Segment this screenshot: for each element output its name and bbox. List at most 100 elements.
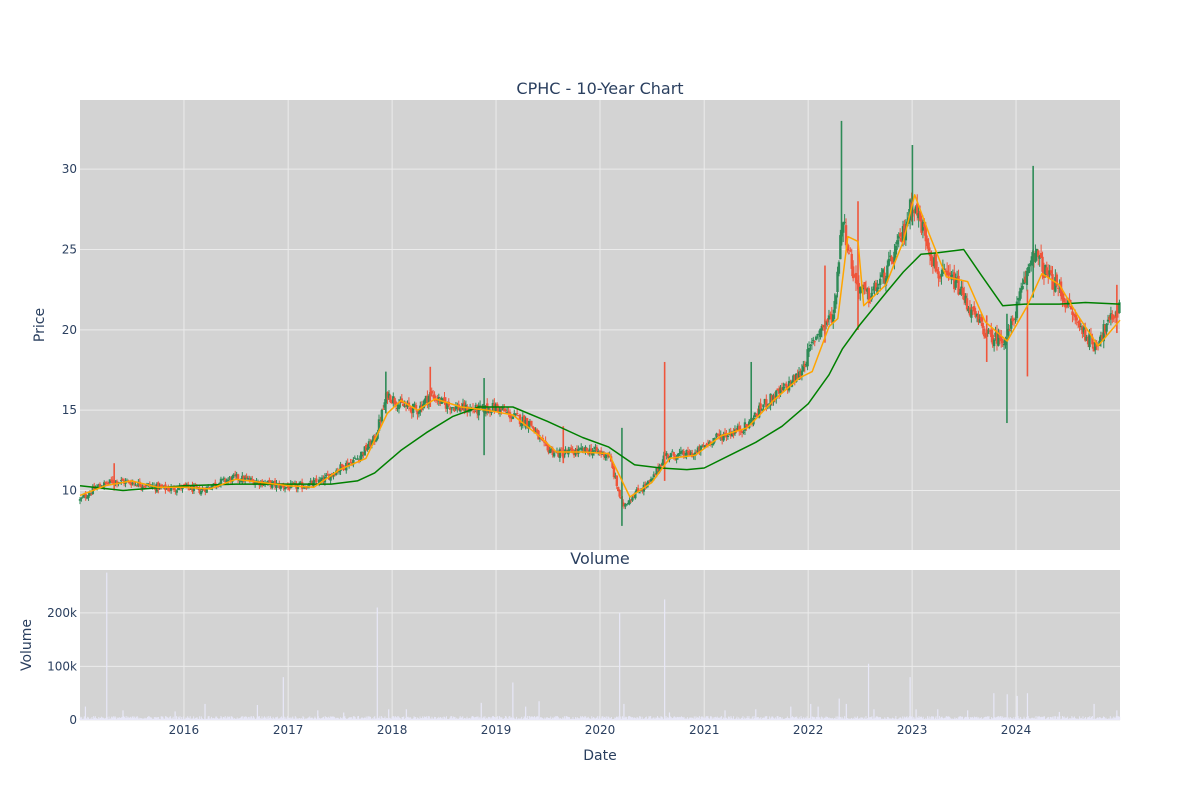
candle-body: [863, 282, 866, 289]
candle-body: [266, 480, 270, 484]
candle-body: [672, 452, 675, 456]
candle-body: [362, 452, 365, 455]
candle-body: [461, 403, 465, 409]
candle-body: [511, 416, 515, 420]
candle-body: [505, 412, 509, 414]
candle-body: [994, 332, 997, 338]
candle-body: [666, 454, 670, 458]
candle-body: [1028, 264, 1031, 267]
candle-body: [604, 455, 607, 459]
candle-body: [1004, 339, 1007, 346]
candle-body: [508, 412, 512, 419]
candle-body: [103, 482, 106, 487]
candle-body: [1066, 300, 1070, 306]
candle-body: [1041, 256, 1044, 272]
candle-body: [1045, 267, 1049, 274]
candle-body: [524, 419, 527, 428]
candle-body: [226, 479, 230, 482]
candle-body: [1116, 309, 1120, 314]
candle-body: [1102, 324, 1105, 342]
candle-body: [745, 424, 748, 427]
candle-body: [890, 256, 893, 262]
candle-body: [1014, 318, 1017, 320]
candle-body: [1011, 318, 1014, 322]
candle-body: [891, 257, 895, 264]
candle-body: [708, 441, 711, 446]
candle-body: [236, 474, 240, 480]
candle-body: [971, 307, 974, 309]
candle-body: [970, 309, 973, 318]
price-chart-title: CPHC - 10-Year Chart: [516, 79, 683, 98]
candle-body: [987, 330, 990, 332]
candle-body: [649, 479, 653, 482]
candle-body: [755, 413, 758, 416]
candle-body: [337, 469, 341, 473]
candle-body: [1113, 315, 1117, 319]
candle-body: [211, 485, 214, 488]
candle-body: [918, 210, 922, 221]
candle-body: [500, 406, 503, 410]
candle-body: [699, 445, 703, 452]
candle-body: [1018, 291, 1021, 301]
candle-body: [437, 397, 441, 402]
candle-body: [594, 447, 597, 450]
candle-body: [732, 432, 735, 435]
candle-body: [723, 432, 727, 434]
candle-body: [978, 319, 982, 323]
candle-body: [374, 436, 378, 442]
candle-body: [900, 237, 903, 243]
candle-body: [241, 475, 244, 483]
candle-body: [716, 434, 720, 436]
candle-body: [866, 289, 869, 292]
candle-body: [370, 440, 374, 446]
candle-body: [1075, 317, 1078, 321]
candle-body: [232, 474, 235, 477]
candle-body: [169, 487, 173, 491]
candle-body: [584, 446, 587, 452]
candle-body: [1012, 319, 1016, 321]
candle-body: [937, 271, 940, 279]
candle-body: [339, 464, 342, 472]
candle-body: [595, 447, 599, 452]
candle-body: [941, 267, 945, 274]
candle-body: [1038, 255, 1041, 259]
candle-body: [81, 496, 85, 498]
candle-body: [1071, 311, 1074, 315]
candle-body: [715, 433, 718, 437]
candle-body: [377, 419, 381, 431]
candle-body: [306, 487, 310, 489]
candle-body: [605, 454, 609, 457]
candle-body: [582, 447, 586, 453]
candle-body: [221, 479, 224, 481]
candle-body: [967, 308, 970, 312]
candle-body: [817, 334, 821, 336]
candle-body: [272, 481, 275, 483]
volume-tick-label: 200k: [47, 606, 77, 620]
candle-body: [965, 298, 969, 310]
candle-body: [188, 488, 191, 490]
candle-body: [688, 450, 691, 457]
candle-body: [1112, 317, 1115, 319]
candle-body: [495, 403, 499, 408]
candle-body: [602, 452, 606, 457]
candle-body: [886, 265, 889, 282]
candle-body: [881, 269, 885, 278]
candle-body: [1088, 333, 1091, 348]
candle-body: [759, 403, 762, 410]
candle-body: [612, 467, 616, 478]
candle-body: [275, 483, 278, 488]
candle-body: [131, 482, 134, 485]
candle-body: [1086, 337, 1090, 345]
candle-body: [693, 452, 697, 456]
moving-average-long-line: [79, 248, 1121, 492]
candle-body: [1001, 340, 1004, 344]
candle-body: [360, 451, 364, 457]
candle-body: [528, 421, 532, 426]
candle-body: [893, 251, 896, 263]
candle-body: [94, 487, 97, 489]
candle-body: [320, 477, 324, 482]
gridlines: [80, 100, 1120, 721]
candle-body: [110, 479, 113, 481]
candle-body: [87, 495, 90, 498]
candle-body: [369, 441, 372, 448]
